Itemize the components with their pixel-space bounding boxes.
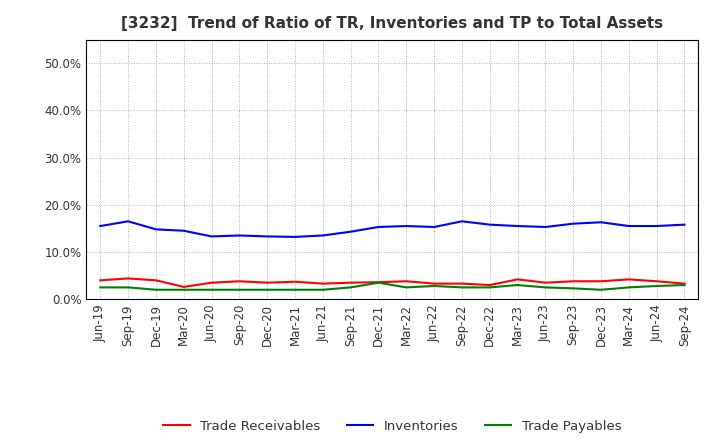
Trade Receivables <box>207 280 216 285</box>
Trade Receivables <box>513 277 522 282</box>
Inventories <box>513 224 522 229</box>
Line: Trade Receivables: Trade Receivables <box>100 279 685 287</box>
Trade Receivables <box>624 277 633 282</box>
Inventories <box>624 224 633 229</box>
Trade Receivables <box>652 279 661 284</box>
Inventories <box>485 222 494 227</box>
Inventories <box>263 234 271 239</box>
Inventories <box>152 227 161 232</box>
Trade Receivables <box>485 282 494 288</box>
Trade Receivables <box>541 280 550 285</box>
Trade Payables <box>96 285 104 290</box>
Trade Payables <box>346 285 355 290</box>
Trade Payables <box>569 286 577 291</box>
Trade Payables <box>263 287 271 293</box>
Inventories <box>207 234 216 239</box>
Trade Payables <box>291 287 300 293</box>
Trade Payables <box>152 287 161 293</box>
Trade Receivables <box>263 280 271 285</box>
Trade Payables <box>402 285 410 290</box>
Trade Receivables <box>402 279 410 284</box>
Trade Receivables <box>430 281 438 286</box>
Trade Receivables <box>346 280 355 285</box>
Trade Receivables <box>597 279 606 284</box>
Inventories <box>235 233 243 238</box>
Trade Payables <box>652 283 661 289</box>
Trade Payables <box>485 285 494 290</box>
Inventories <box>291 234 300 239</box>
Trade Receivables <box>96 278 104 283</box>
Trade Receivables <box>374 279 383 285</box>
Trade Payables <box>624 285 633 290</box>
Inventories <box>179 228 188 233</box>
Trade Receivables <box>124 276 132 281</box>
Legend: Trade Receivables, Inventories, Trade Payables: Trade Receivables, Inventories, Trade Pa… <box>158 415 626 438</box>
Trade Payables <box>513 282 522 288</box>
Trade Payables <box>179 287 188 293</box>
Inventories <box>430 224 438 230</box>
Trade Receivables <box>152 278 161 283</box>
Trade Receivables <box>179 284 188 290</box>
Inventories <box>96 224 104 229</box>
Trade Payables <box>430 283 438 289</box>
Inventories <box>541 224 550 230</box>
Inventories <box>402 224 410 229</box>
Line: Inventories: Inventories <box>100 221 685 237</box>
Trade Payables <box>124 285 132 290</box>
Line: Trade Payables: Trade Payables <box>100 282 685 290</box>
Trade Payables <box>207 287 216 293</box>
Trade Receivables <box>235 279 243 284</box>
Trade Receivables <box>680 281 689 286</box>
Title: [3232]  Trend of Ratio of TR, Inventories and TP to Total Assets: [3232] Trend of Ratio of TR, Inventories… <box>122 16 663 32</box>
Inventories <box>124 219 132 224</box>
Inventories <box>569 221 577 226</box>
Trade Payables <box>541 285 550 290</box>
Trade Receivables <box>569 279 577 284</box>
Inventories <box>346 229 355 235</box>
Trade Payables <box>597 287 606 293</box>
Inventories <box>680 222 689 227</box>
Inventories <box>318 233 327 238</box>
Trade Payables <box>235 287 243 293</box>
Trade Payables <box>680 282 689 288</box>
Trade Receivables <box>458 281 467 286</box>
Inventories <box>597 220 606 225</box>
Trade Payables <box>374 280 383 285</box>
Trade Receivables <box>318 281 327 286</box>
Trade Payables <box>318 287 327 293</box>
Trade Payables <box>458 285 467 290</box>
Inventories <box>652 224 661 229</box>
Inventories <box>458 219 467 224</box>
Trade Receivables <box>291 279 300 284</box>
Inventories <box>374 224 383 230</box>
